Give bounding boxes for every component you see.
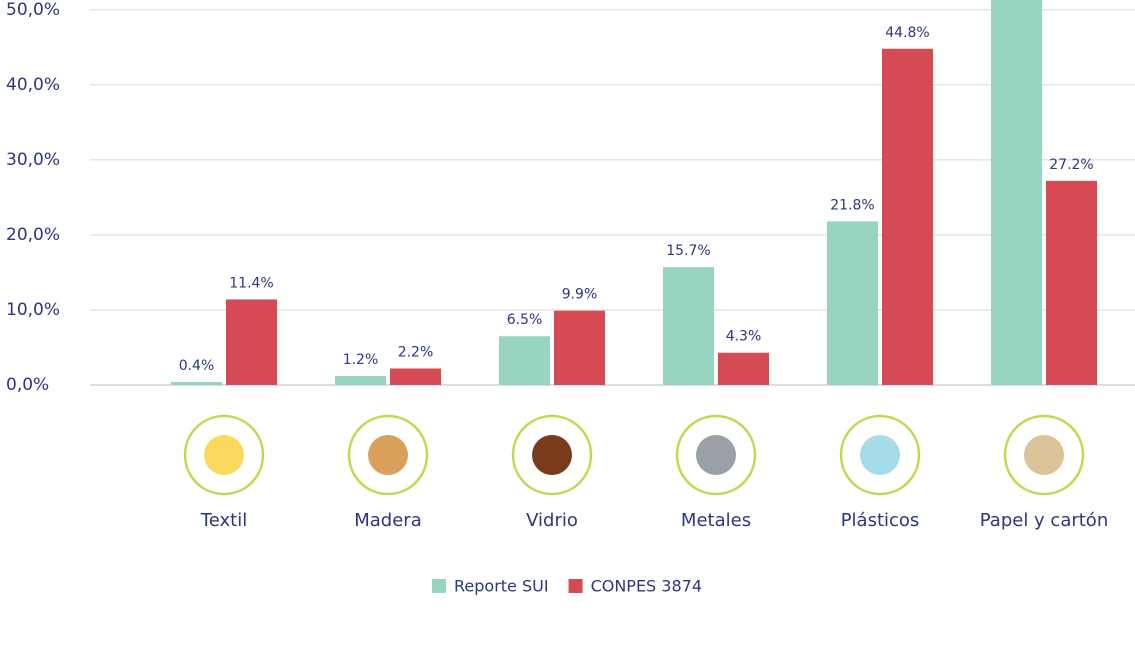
bar (663, 267, 714, 385)
y-tick-label: 50,0% (6, 0, 60, 20)
x-tick-label: Madera (354, 510, 422, 531)
icon-shape (1024, 435, 1064, 475)
bar (827, 221, 878, 385)
value-label: 4.3% (726, 329, 762, 345)
icon-shape (696, 435, 736, 475)
legend-swatch (569, 579, 583, 593)
bar (1046, 181, 1097, 385)
icon-shape (860, 435, 900, 475)
icon-shape (368, 435, 408, 475)
x-tick-label: Metales (681, 510, 751, 531)
y-tick-label: 10,0% (6, 300, 60, 320)
icon-shape (532, 435, 572, 475)
x-tick-label: Plásticos (841, 510, 920, 531)
x-tick-label: Vidrio (526, 510, 578, 531)
plot-area (171, 0, 1097, 385)
x-tick-label: Papel y cartón (980, 510, 1108, 531)
bar (882, 49, 933, 385)
bar (226, 299, 277, 385)
legend-label: CONPES 3874 (591, 577, 702, 596)
x-tick-label: Textil (200, 510, 247, 531)
bar (718, 353, 769, 385)
bar (171, 382, 222, 385)
bar (991, 0, 1042, 385)
bar (499, 336, 550, 385)
value-label: 0.4% (179, 358, 215, 374)
value-label: 2.2% (398, 344, 434, 360)
bar (335, 376, 386, 385)
value-label: 9.9% (562, 287, 598, 303)
value-label: 15.7% (666, 243, 710, 259)
legend-swatch (432, 579, 446, 593)
legend-label: Reporte SUI (454, 577, 549, 596)
value-label: 6.5% (507, 312, 543, 328)
icon-shape (204, 435, 244, 475)
value-label: 27.2% (1049, 157, 1093, 173)
y-tick-label: 0,0% (6, 375, 49, 395)
bar (554, 311, 605, 385)
y-tick-label: 40,0% (6, 75, 60, 95)
bar (390, 368, 441, 385)
y-tick-label: 30,0% (6, 150, 60, 170)
value-label: 44.8% (885, 25, 929, 41)
value-label: 21.8% (830, 197, 874, 213)
value-label: 11.4% (229, 275, 273, 291)
y-tick-label: 20,0% (6, 225, 60, 245)
value-label: 1.2% (343, 352, 379, 368)
chart: 0,0% 10,0% 20,0% 30,0% 40,0% 50,0% 0.4% 1.2% 6.5… (0, 0, 1135, 661)
